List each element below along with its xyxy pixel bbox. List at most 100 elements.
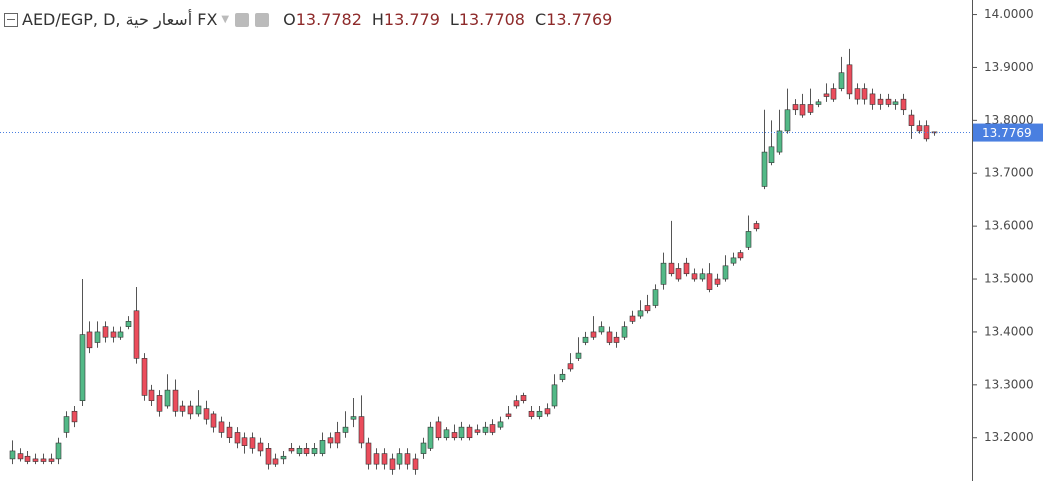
- candle-body: [753, 223, 760, 230]
- candle-body: [133, 310, 140, 359]
- candle-body: [226, 426, 233, 439]
- candle-body: [730, 257, 737, 264]
- candle-body: [210, 413, 217, 428]
- candle-body: [722, 265, 729, 280]
- y-tick-label: 13.6000: [984, 219, 1034, 233]
- candle-body: [737, 252, 744, 259]
- candle-body: [458, 426, 465, 439]
- candle-body: [389, 458, 396, 470]
- candle-body: [768, 146, 775, 163]
- candle-body: [877, 98, 884, 105]
- candle-body: [613, 336, 620, 343]
- candle-body: [807, 104, 814, 113]
- ohlc-value: 13.779: [383, 10, 440, 29]
- candle-body: [466, 426, 473, 439]
- y-tick-label: 14.0000: [984, 7, 1034, 21]
- ohlc-key: O: [283, 10, 296, 29]
- candle-body: [590, 331, 597, 338]
- candle-body: [815, 101, 822, 105]
- candle-body: [327, 437, 334, 444]
- candle-body: [792, 104, 799, 111]
- candle-body: [117, 331, 124, 338]
- ohlc-key: L: [449, 10, 459, 29]
- settings-icon[interactable]: [255, 12, 270, 27]
- ohlc-value: 13.7708: [458, 10, 525, 29]
- candle-body: [17, 453, 24, 460]
- candle-body: [544, 408, 551, 415]
- candle-body: [218, 421, 225, 433]
- candle-body: [706, 273, 713, 290]
- candle-body: [412, 458, 419, 470]
- candle-body: [342, 426, 349, 433]
- candle-body: [288, 448, 295, 452]
- candle-body: [249, 437, 256, 449]
- candle-body: [660, 262, 667, 285]
- candle-body: [102, 326, 109, 338]
- candle-body: [776, 130, 783, 153]
- last-price-box: [973, 123, 1043, 142]
- candle-body: [575, 352, 582, 359]
- candle-body: [784, 109, 791, 132]
- candle-body: [296, 448, 303, 454]
- candle-body: [427, 426, 434, 449]
- candle-body: [396, 453, 403, 465]
- candle-body: [629, 315, 636, 322]
- y-tick-label: 13.8000: [984, 113, 1034, 127]
- candle-body: [528, 410, 535, 417]
- candle-body: [319, 440, 326, 454]
- candle-body: [48, 458, 55, 462]
- y-tick-label: 13.5000: [984, 272, 1034, 286]
- candle-body: [652, 289, 659, 306]
- candle-body: [885, 98, 892, 105]
- candle-body: [513, 400, 520, 407]
- collapse-icon[interactable]: [4, 12, 18, 27]
- candle-body: [846, 64, 853, 95]
- candle-body: [559, 373, 566, 380]
- candle-body: [311, 448, 318, 454]
- candle-body: [195, 405, 202, 415]
- candle-body: [675, 268, 682, 280]
- candle-body: [567, 363, 574, 370]
- candle-body: [838, 72, 845, 89]
- candle-body: [443, 429, 450, 439]
- candle-body: [241, 437, 248, 446]
- candle-body: [451, 432, 458, 439]
- candle-body: [172, 389, 179, 412]
- candle-body: [606, 331, 613, 343]
- y-tick-label: 13.7000: [984, 166, 1034, 180]
- candle-body: [350, 416, 357, 420]
- y-tick-label: 13.3000: [984, 377, 1034, 391]
- candle-body: [505, 413, 512, 417]
- candle-body: [265, 448, 272, 465]
- candle-body: [94, 331, 101, 343]
- candle-body: [179, 405, 186, 412]
- ohlc-value: 13.7769: [546, 10, 613, 29]
- candle-body: [900, 98, 907, 111]
- candle-body: [474, 429, 481, 433]
- candle-body: [699, 273, 706, 280]
- candle-body: [381, 453, 388, 465]
- candle-body: [497, 421, 504, 428]
- candle-body: [598, 326, 605, 333]
- candle-body: [334, 432, 341, 444]
- y-tick-label: 13.4000: [984, 324, 1034, 338]
- candle-body: [761, 151, 768, 187]
- ohlc-key: C: [534, 10, 547, 29]
- candle-body: [358, 416, 365, 444]
- candle-body: [637, 310, 644, 317]
- visibility-icon[interactable]: [235, 12, 250, 27]
- candle-body: [32, 458, 39, 462]
- candle-body: [40, 458, 47, 462]
- candle-body: [830, 88, 837, 100]
- candle-body: [24, 455, 31, 462]
- candle-body: [489, 424, 496, 433]
- candle-body: [125, 321, 132, 327]
- dropdown-arrow[interactable]: ▼: [221, 14, 230, 25]
- candle-body: [869, 93, 876, 105]
- ohlc-value: 13.7782: [295, 10, 362, 29]
- candle-body: [55, 442, 62, 460]
- candle-body: [141, 358, 148, 396]
- candle-body: [854, 88, 861, 100]
- candle-body: [148, 389, 155, 402]
- candle-body: [187, 405, 194, 415]
